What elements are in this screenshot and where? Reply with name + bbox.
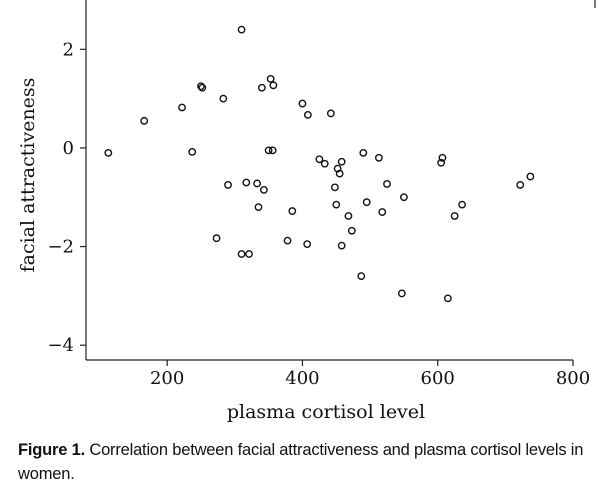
data-point [178, 103, 186, 112]
data-point [224, 181, 232, 189]
data-point [269, 81, 278, 90]
y-tick-label: 0 [63, 138, 74, 159]
data-point [268, 146, 277, 155]
data-point [337, 157, 346, 166]
data-point [400, 193, 408, 202]
data-point [188, 147, 197, 156]
y-tick-label: 2 [63, 39, 74, 60]
scatter-plot: 200 400 600 800 2 0 −2 −4 plasma cortisol level… [17, 0, 596, 423]
data-point [331, 183, 339, 192]
y-axis-label: facial attractiveness [17, 78, 39, 273]
data-point [344, 212, 353, 220]
data-point [212, 234, 221, 243]
caption-text: Correlation between facial attractivenes… [18, 441, 584, 483]
x-tick-label: 200 [150, 368, 184, 389]
data-point [383, 180, 391, 188]
data-point [378, 208, 387, 216]
x-tick-label: 400 [285, 368, 319, 389]
data-point [332, 200, 341, 209]
data-point [443, 294, 452, 303]
axes: 200 400 600 800 2 0 −2 −4 [47, 0, 596, 389]
data-point [257, 83, 266, 92]
data-point [259, 185, 268, 194]
data-point [315, 155, 324, 164]
data-point [253, 179, 262, 188]
y-tick-label: −4 [47, 335, 74, 356]
figure-label: Figure 1. [18, 441, 85, 459]
y-tick-label: −2 [47, 237, 74, 258]
figure-caption: Figure 1. Correlation between facial att… [18, 438, 593, 486]
data-point [374, 153, 383, 162]
data-point [437, 158, 446, 167]
data-point [254, 203, 263, 212]
data-point [337, 241, 346, 250]
data-point [458, 200, 466, 209]
data-point [237, 250, 246, 258]
data-point [526, 172, 535, 181]
data-point [242, 178, 251, 187]
data-point [237, 25, 246, 34]
data-point [347, 226, 356, 235]
data-point [326, 109, 335, 118]
data-point [219, 94, 228, 103]
data-point [359, 148, 368, 157]
data-point [245, 250, 253, 258]
data-point [438, 153, 447, 162]
data-point [198, 83, 207, 92]
data-point [516, 181, 525, 189]
data-point [303, 111, 312, 119]
data-point [266, 75, 275, 83]
data-point [288, 207, 297, 215]
data-point [362, 198, 371, 207]
data-point [357, 272, 366, 281]
data-point [104, 148, 113, 157]
x-axis-label: plasma cortisol level [227, 401, 425, 423]
data-point [197, 82, 205, 91]
data-points [104, 25, 535, 303]
data-point [264, 146, 273, 155]
data-point [298, 99, 307, 108]
data-point [283, 236, 292, 245]
data-point [397, 289, 406, 298]
data-point [450, 212, 459, 220]
data-point [320, 159, 329, 168]
data-point [140, 116, 149, 125]
data-point [303, 240, 312, 249]
data-point [335, 169, 344, 178]
x-tick-label: 600 [421, 368, 455, 389]
x-tick-label: 800 [556, 368, 590, 389]
